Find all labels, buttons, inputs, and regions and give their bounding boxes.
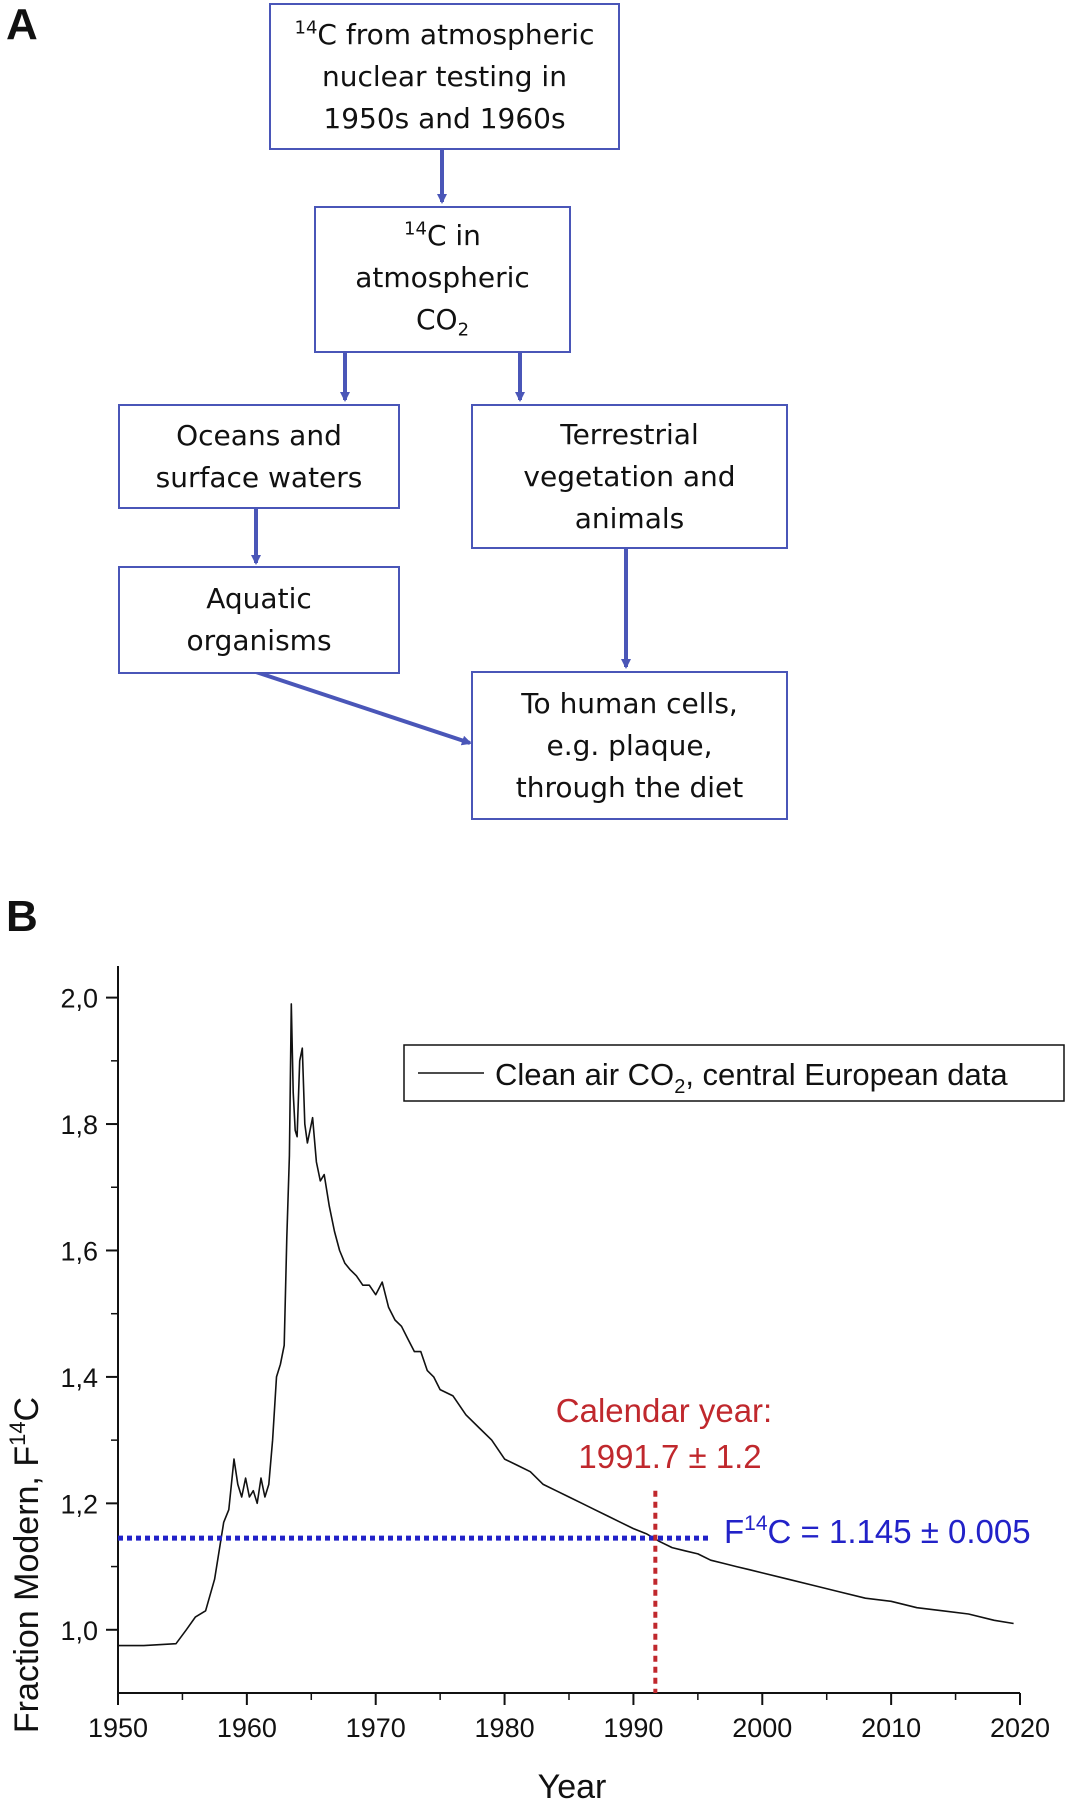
box-nuclear-testing: 14C from atmospheric nuclear testing in …	[269, 3, 620, 150]
x-tick-label: 1960	[217, 1713, 277, 1743]
legend-pre: Clean air CO	[495, 1057, 674, 1092]
annot-f14c-post: C = 1.145 ± 0.005	[768, 1513, 1031, 1550]
human-line-3: through the diet	[515, 770, 744, 804]
legend-text: Clean air CO2, central European data	[495, 1057, 1008, 1098]
human-line-2: e.g. plaque,	[546, 728, 713, 762]
box-terrestrial: Terrestrial vegetation and animals	[471, 404, 788, 549]
annotation-calendar-year-line-2: 1991.7 ± 1.2	[578, 1438, 761, 1475]
terrestrial-line-3: animals	[574, 501, 685, 535]
y-tick-label: 1,8	[60, 1110, 98, 1140]
x-tick-label: 2000	[732, 1713, 792, 1743]
box-aquatic: Aquatic organisms	[118, 566, 400, 674]
x-tick-label: 1950	[88, 1713, 148, 1743]
ylabel-post: C	[8, 1397, 46, 1422]
y-axis-label: Fraction Modern, F14C	[5, 1397, 46, 1733]
flow-arrows	[251, 150, 631, 746]
aquatic-line-2: organisms	[186, 624, 332, 657]
nuclear-line-1: C from atmospheric	[317, 17, 595, 51]
annot-f14c-sup: 14	[744, 1512, 768, 1535]
atmos-co: CO	[415, 303, 458, 337]
f14c-chart: 1950 1960 1970 1980 1990 2000 2010 2020 1,0 1,2 1,…	[5, 966, 1065, 1806]
series-line-clean-air-co2	[118, 1003, 1014, 1647]
box-human-cells: To human cells, e.g. plaque, through the…	[471, 671, 788, 820]
y-tick-label: 2,0	[60, 984, 98, 1014]
y-tick-label: 1,0	[60, 1616, 98, 1646]
atmos-line-1: C in	[426, 219, 481, 253]
panel-b-label: B	[6, 892, 38, 941]
panel-a-label: A	[6, 0, 38, 49]
nuclear-line-3: 1950s and 1960s	[323, 101, 566, 135]
y-tick-label: 1,2	[60, 1489, 98, 1519]
arrow-aquatic-to-human	[255, 670, 472, 746]
x-tick-label: 2020	[990, 1713, 1050, 1743]
box-atmospheric-co2: 14C in atmospheric CO2	[314, 206, 571, 353]
legend-box	[403, 1044, 1065, 1102]
chart-ticks: 1950 1960 1970 1980 1990 2000 2010 2020 1,0 1,2 1,…	[60, 984, 1050, 1743]
nuclear-line-2: nuclear testing in	[322, 59, 567, 93]
annotation-f14c-value: F14C = 1.145 ± 0.005	[724, 1512, 1031, 1550]
x-axis-label: Year	[538, 1768, 607, 1806]
ylabel-pre: Fraction Modern, F	[8, 1446, 46, 1733]
aquatic-line-1: Aquatic	[206, 582, 312, 615]
human-line-1: To human cells,	[521, 686, 738, 720]
x-tick-label: 1970	[346, 1713, 406, 1743]
atmos-sub: 2	[457, 319, 470, 341]
annot-f14c-pre: F	[724, 1513, 744, 1550]
box-oceans: Oceans and surface waters	[118, 404, 400, 509]
oceans-line-2: surface waters	[155, 460, 363, 494]
atmos-line-2: atmospheric	[355, 261, 530, 295]
y-tick-label: 1,4	[60, 1363, 98, 1393]
annotation-calendar-year-line-1: Calendar year:	[556, 1392, 772, 1429]
legend-post: , central European data	[685, 1057, 1008, 1092]
terrestrial-line-2: vegetation and	[523, 459, 736, 493]
x-tick-label: 2010	[861, 1713, 921, 1743]
legend-sub: 2	[674, 1076, 685, 1098]
nuclear-sup: 14	[294, 17, 318, 39]
y-tick-label: 1,6	[60, 1236, 98, 1266]
x-tick-label: 1990	[603, 1713, 663, 1743]
x-tick-label: 1980	[475, 1713, 535, 1743]
oceans-line-1: Oceans and	[176, 418, 342, 452]
ylabel-sup: 14	[5, 1421, 30, 1445]
atmos-sup: 14	[404, 218, 427, 240]
terrestrial-line-1: Terrestrial	[560, 417, 699, 451]
